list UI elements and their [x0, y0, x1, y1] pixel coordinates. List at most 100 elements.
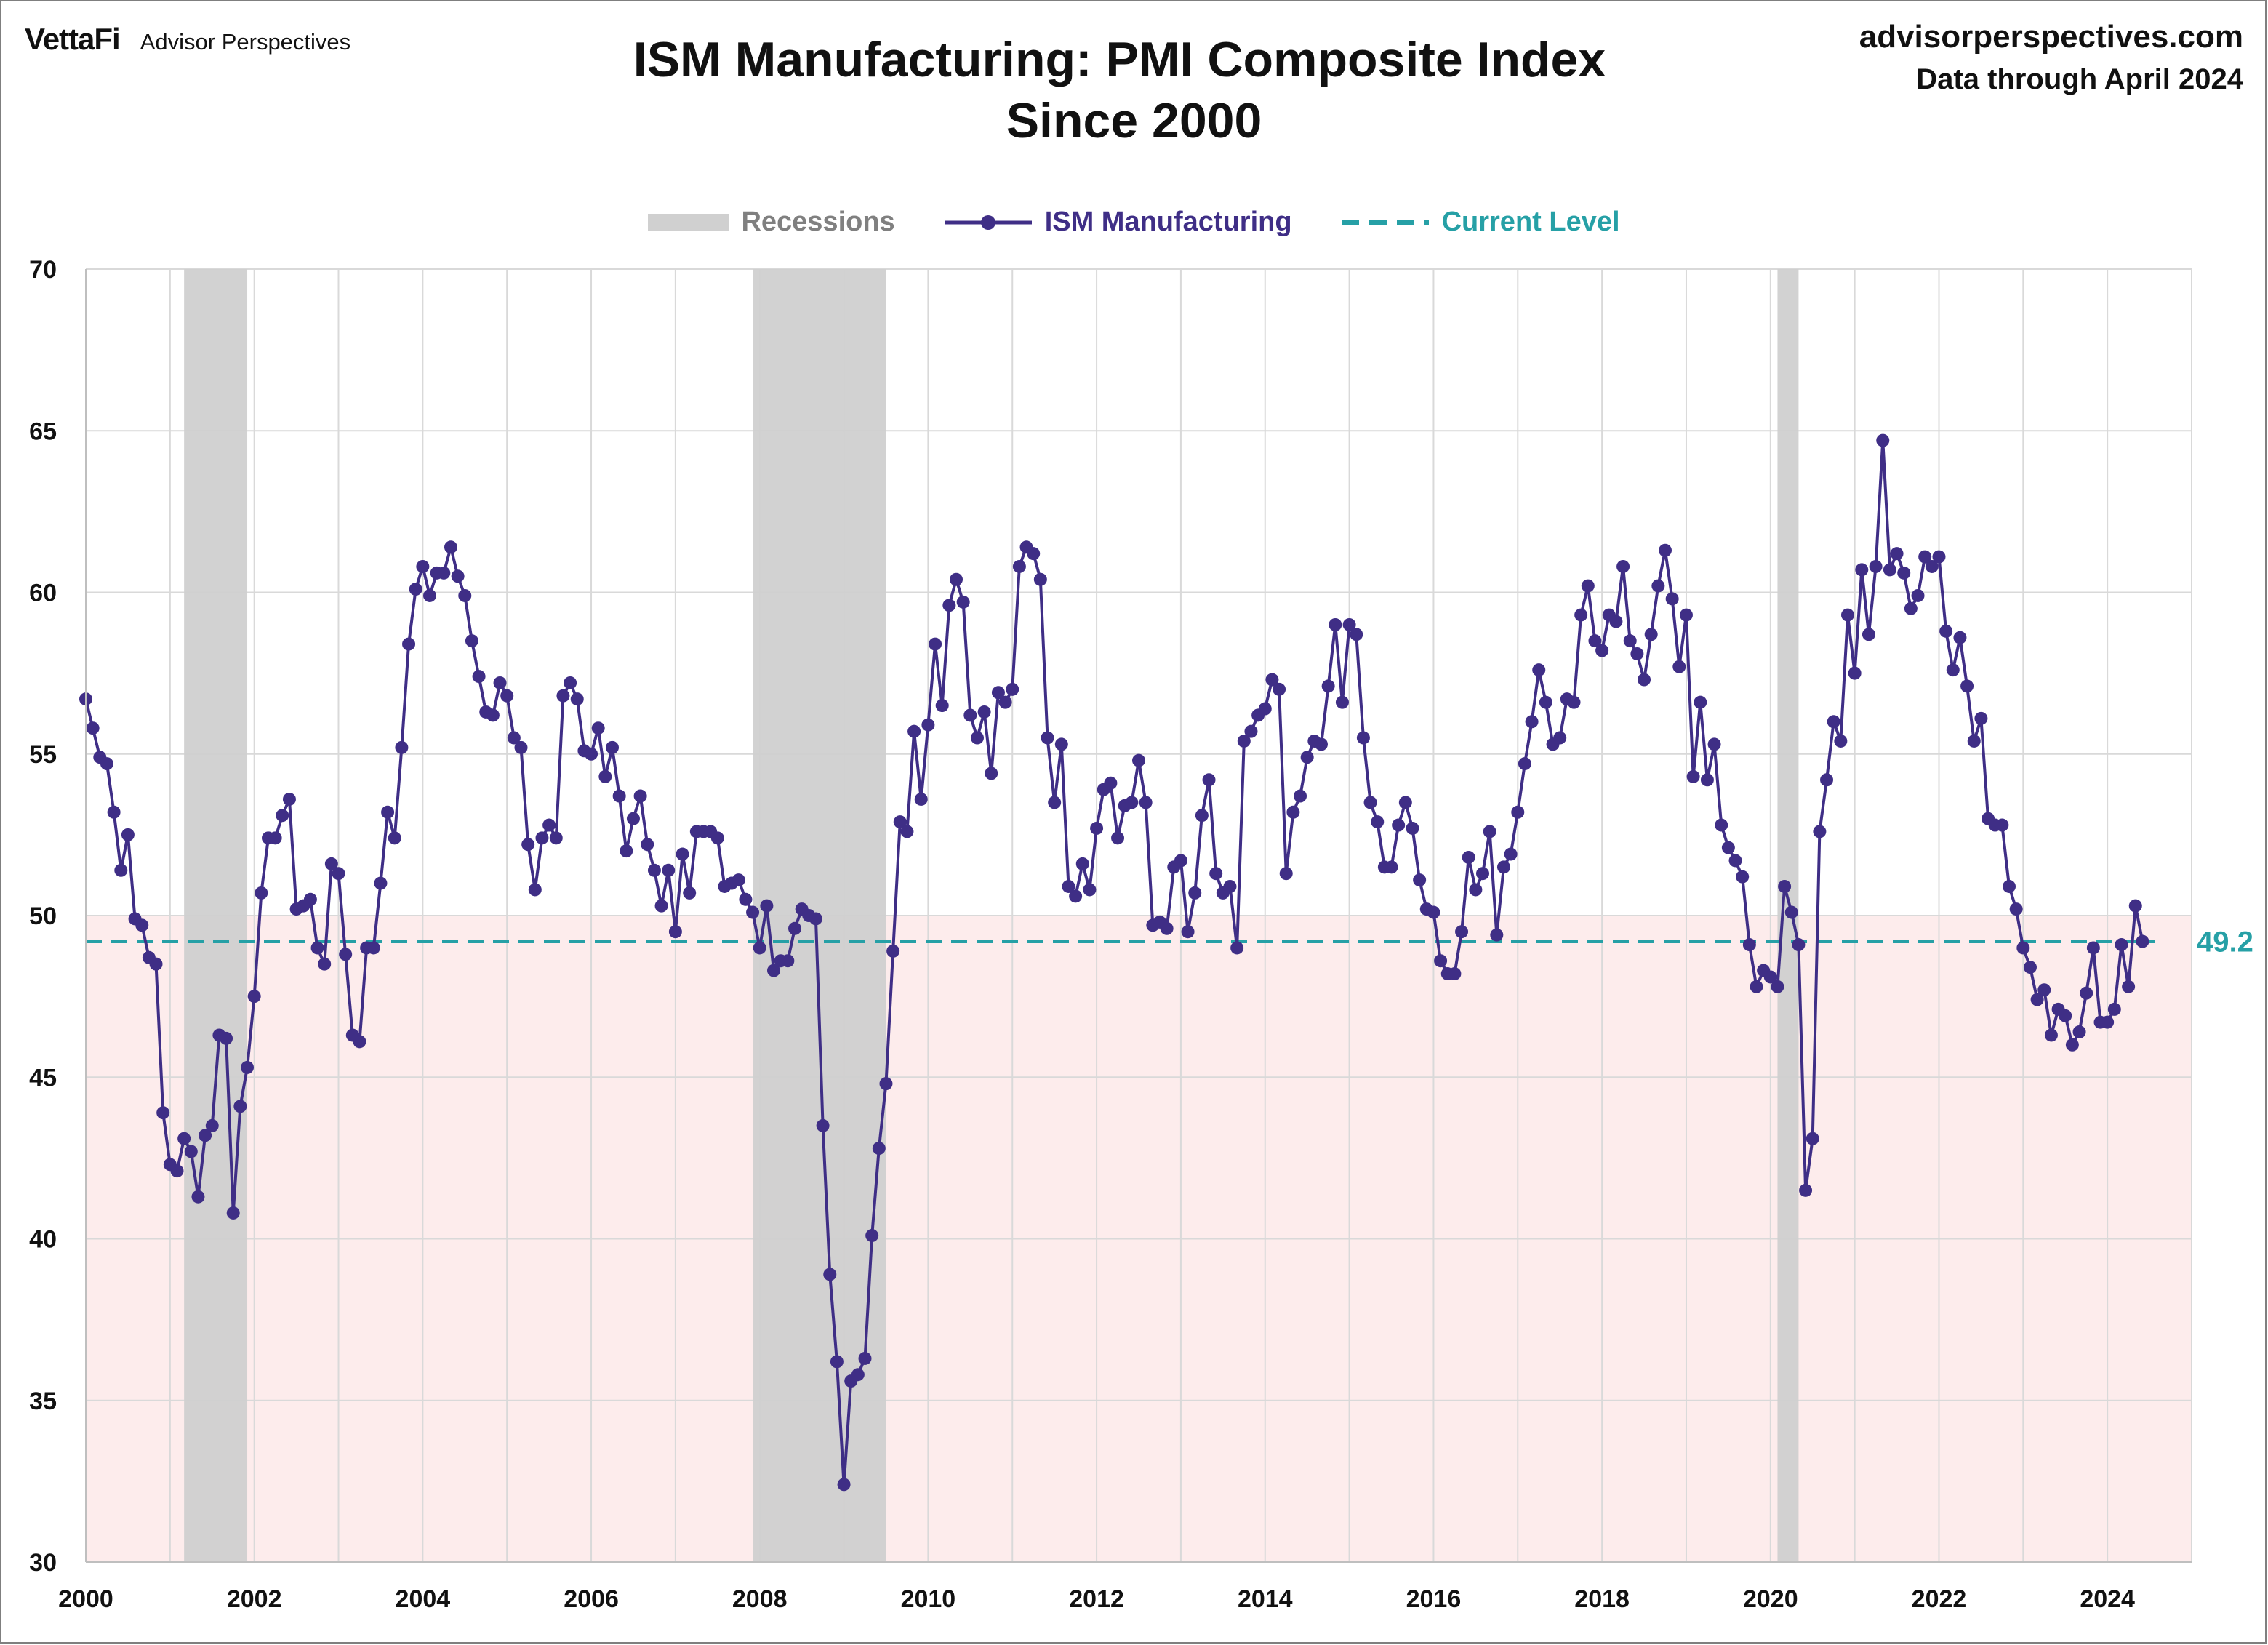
data-point: [1139, 796, 1153, 809]
data-point: [626, 812, 640, 825]
data-point: [1778, 879, 1792, 893]
data-point: [1300, 751, 1314, 764]
data-point: [1455, 925, 1469, 939]
data-point: [886, 944, 900, 958]
data-point: [710, 831, 724, 845]
data-point: [620, 844, 633, 858]
data-point: [2059, 1009, 2072, 1022]
data-point: [1342, 617, 1356, 631]
recession-swatch: [648, 213, 730, 231]
data-point: [374, 876, 388, 890]
x-tick-label: 2024: [2080, 1585, 2135, 1613]
data-point: [1967, 734, 1981, 748]
data-point: [247, 990, 261, 1004]
data-point: [1644, 628, 1658, 641]
data-point: [1890, 547, 1904, 561]
data-point: [107, 805, 121, 819]
data-point: [1244, 724, 1258, 738]
data-point: [851, 1368, 865, 1382]
data-point: [556, 689, 570, 703]
data-point: [1616, 559, 1630, 573]
data-point: [1041, 731, 1054, 745]
data-point: [1525, 715, 1539, 729]
data-point: [1273, 682, 1286, 696]
data-point: [121, 828, 135, 841]
data-point: [1960, 679, 1974, 693]
data-point: [1356, 731, 1370, 745]
data-point: [156, 1106, 170, 1120]
data-point: [1672, 660, 1686, 673]
data-point: [1209, 867, 1223, 881]
source-block: advisorperspectives.com Data through Apr…: [1859, 16, 2243, 100]
data-point: [1806, 1132, 1819, 1145]
x-tick-label: 2000: [58, 1585, 113, 1613]
data-point: [1728, 854, 1742, 868]
data-point: [935, 699, 949, 713]
y-tick-label: 50: [29, 902, 57, 930]
data-point: [1694, 695, 1707, 709]
data-point: [809, 912, 822, 926]
data-point: [977, 705, 991, 719]
data-point: [1398, 796, 1412, 809]
data-point: [2107, 1002, 2121, 1016]
data-point: [507, 731, 521, 745]
data-point: [1125, 796, 1139, 809]
data-point: [1532, 663, 1546, 677]
data-point: [241, 1060, 255, 1074]
x-tick-label: 2008: [732, 1585, 788, 1613]
current-level-value: 49.2: [2197, 926, 2253, 958]
y-tick-label: 55: [29, 741, 57, 769]
data-point: [86, 721, 100, 735]
data-point: [226, 1206, 240, 1220]
data-point: [1518, 757, 1531, 771]
data-point: [1195, 809, 1209, 822]
data-point: [1469, 883, 1483, 897]
data-point: [662, 863, 676, 877]
data-point: [2037, 983, 2051, 997]
data-point: [1363, 796, 1377, 809]
data-point: [1160, 921, 1174, 935]
data-point: [2072, 1025, 2086, 1039]
data-point: [1925, 559, 1939, 573]
legend-label-current: Current Level: [1441, 207, 1620, 237]
y-tick-label: 30: [29, 1549, 57, 1577]
data-through: Data through April 2024: [1916, 63, 2243, 95]
x-tick-label: 2016: [1406, 1585, 1462, 1613]
data-point: [2115, 938, 2128, 952]
data-point: [907, 724, 921, 738]
current-level-layer: 49.2: [86, 926, 2253, 958]
data-point: [1721, 841, 1735, 854]
brand: VettaFi Advisor Perspectives: [25, 22, 350, 57]
data-point: [324, 857, 338, 870]
data-point: [985, 767, 998, 780]
data-point: [1279, 867, 1293, 881]
data-point: [654, 899, 668, 913]
y-tick-label: 35: [29, 1388, 57, 1415]
data-point: [1553, 731, 1567, 745]
data-point: [332, 867, 345, 881]
data-point: [1392, 818, 1406, 832]
data-point: [2080, 986, 2093, 1000]
data-point: [199, 1129, 212, 1142]
data-point: [2044, 1028, 2058, 1042]
data-point: [591, 721, 605, 735]
x-tick-label: 2012: [1069, 1585, 1124, 1613]
data-point: [641, 838, 654, 852]
legend-label-series: ISM Manufacturing: [1044, 207, 1292, 237]
data-point: [598, 769, 612, 783]
data-point: [1665, 592, 1679, 606]
data-point: [858, 1351, 872, 1365]
data-point: [1329, 617, 1342, 631]
data-point: [416, 559, 430, 573]
data-point: [395, 740, 409, 754]
data-point: [647, 863, 661, 877]
data-point: [1911, 588, 1925, 602]
data-point: [606, 740, 619, 754]
data-point: [1784, 905, 1798, 919]
data-point: [1953, 631, 1967, 644]
x-tick-label: 2018: [1574, 1585, 1630, 1613]
data-point: [816, 1118, 830, 1132]
data-point: [1715, 818, 1728, 832]
